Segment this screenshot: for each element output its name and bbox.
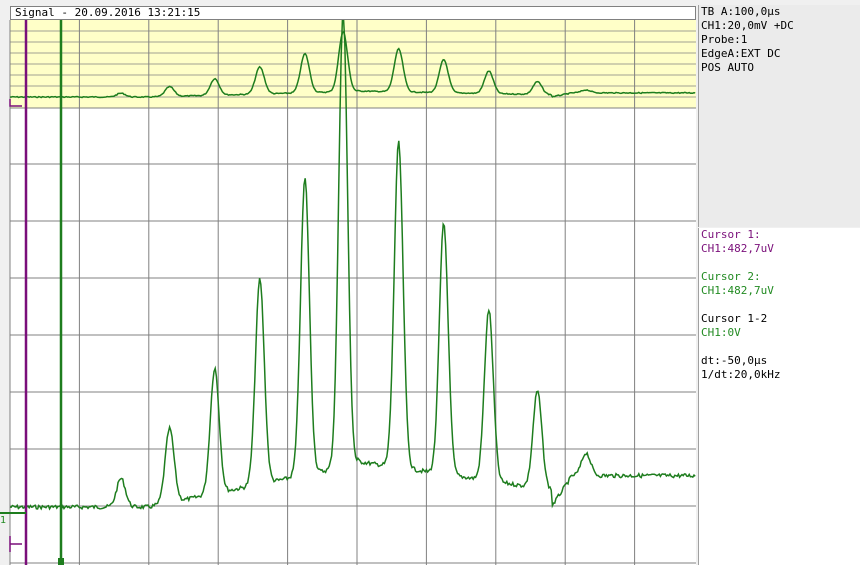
cursor-2-handle[interactable] <box>58 558 64 565</box>
trigger-bottom-marker[interactable] <box>9 536 22 552</box>
cursor-2-value: CH1:482,7uV <box>701 284 774 297</box>
channel-readout: CH1:20,0mV +DC <box>701 19 794 32</box>
cursor-panel: Cursor 1: CH1:482,7uV Cursor 2: CH1:482,… <box>698 228 860 565</box>
cursor-1-label: Cursor 1: <box>701 228 761 241</box>
timebase-readout: TB A:100,0µs <box>701 5 781 18</box>
overview-grid <box>9 20 696 108</box>
title-bar: Signal - 20.09.2016 13:21:15 <box>10 6 696 20</box>
pos-readout: POS AUTO <box>701 61 754 74</box>
inv-dt-readout: 1/dt:20,0kHz <box>701 368 781 381</box>
probe-readout: Probe:1 <box>701 33 748 46</box>
channel-1-marker: 1 <box>0 515 7 526</box>
main-trace <box>9 19 696 511</box>
cursor-diff-value: CH1:0V <box>701 326 741 339</box>
dt-readout: dt:-50,0µs <box>701 354 768 367</box>
overview-trace <box>9 30 696 99</box>
waveform-display[interactable] <box>0 0 698 565</box>
plot-background <box>10 20 696 565</box>
settings-panel: TB A:100,0µs CH1:20,0mV +DC Probe:1 Edge… <box>698 5 860 227</box>
cursor-diff-label: Cursor 1-2 <box>701 312 768 325</box>
window-title: Signal - 20.09.2016 13:21:15 <box>15 6 201 19</box>
trigger-marker[interactable] <box>9 99 22 107</box>
cursor-2-label: Cursor 2: <box>701 270 761 283</box>
edge-readout: EdgeA:EXT DC <box>701 47 781 60</box>
cursor-1-value: CH1:482,7uV <box>701 242 774 255</box>
main-grid <box>9 107 696 565</box>
